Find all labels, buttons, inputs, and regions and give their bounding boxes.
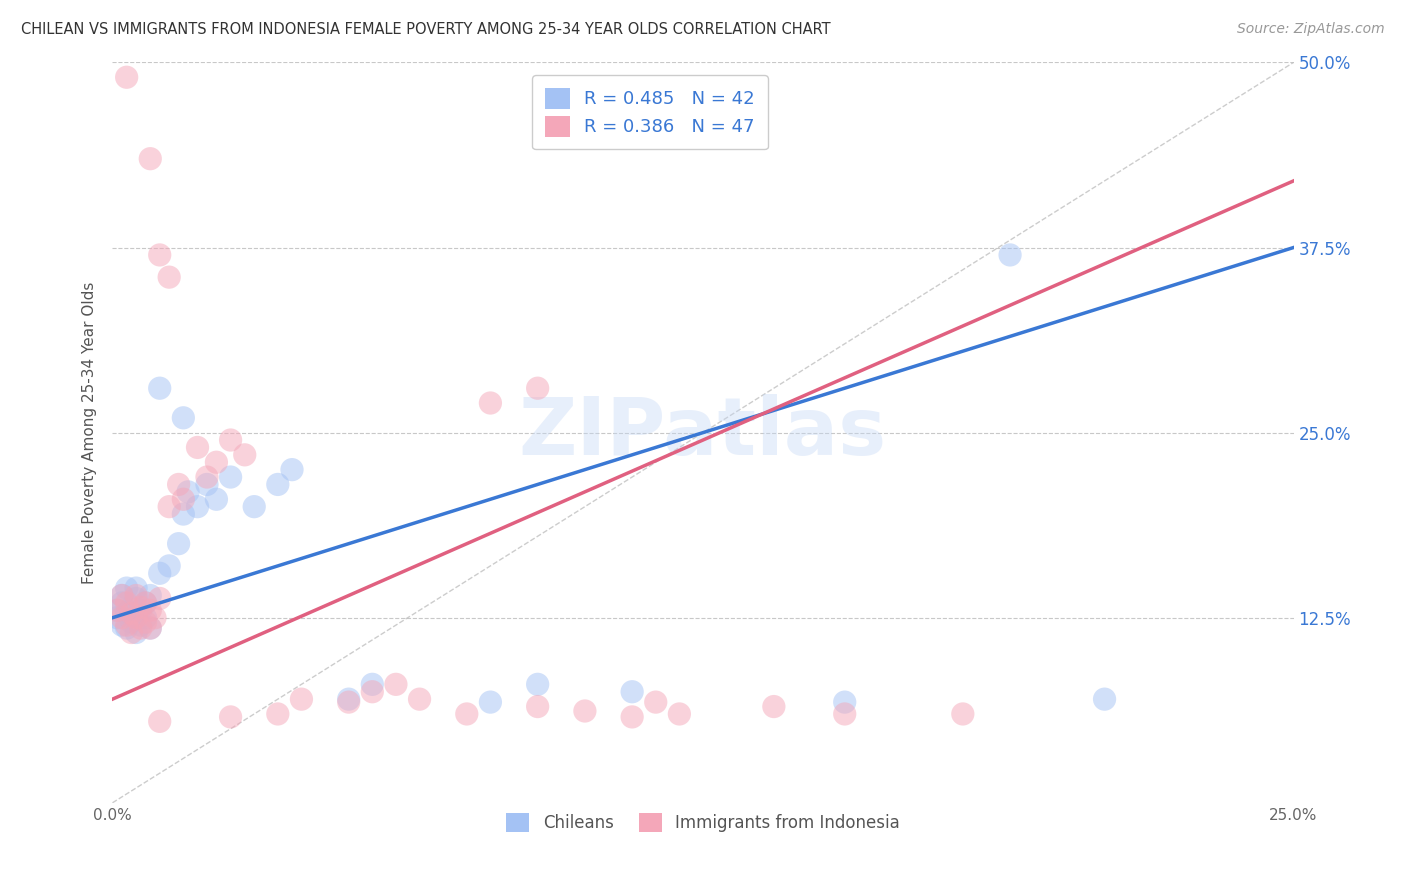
Point [139,621,162,635]
Point [125,581,148,595]
Point [111,618,134,632]
Point [479,396,502,410]
Point [135,615,157,629]
Point [219,710,242,724]
Point [125,591,148,606]
Y-axis label: Female Poverty Among 25-34 Year Olds: Female Poverty Among 25-34 Year Olds [82,282,97,583]
Point [129,618,152,632]
Point [139,152,162,166]
Point [998,248,1021,262]
Point [267,477,290,491]
Point [526,699,548,714]
Point [115,607,138,621]
Point [129,621,152,635]
Point [135,610,157,624]
Point [115,70,138,85]
Point [115,618,138,632]
Point [149,248,172,262]
Point [105,610,128,624]
Point [205,455,228,469]
Point [129,600,152,615]
Point [186,441,208,455]
Point [456,706,478,721]
Point [1094,692,1116,706]
Point [139,621,162,635]
Point [361,685,384,699]
Point [762,699,785,714]
Point [195,477,218,491]
Point [233,448,256,462]
Point [172,492,194,507]
Point [149,566,172,581]
Text: Source: ZipAtlas.com: Source: ZipAtlas.com [1237,22,1385,37]
Point [177,484,200,499]
Point [139,603,162,617]
Point [129,603,152,617]
Point [337,692,360,706]
Point [111,589,134,603]
Point [125,610,148,624]
Point [834,706,856,721]
Point [361,677,384,691]
Point [105,603,128,617]
Point [157,500,180,514]
Point [120,607,142,621]
Point [337,695,360,709]
Point [167,536,190,550]
Point [526,381,548,395]
Point [135,596,157,610]
Text: ZIPatlas: ZIPatlas [519,393,887,472]
Point [195,470,218,484]
Point [143,610,166,624]
Point [621,685,644,699]
Point [125,589,148,603]
Point [172,410,194,425]
Point [172,507,194,521]
Point [120,625,142,640]
Point [167,477,190,491]
Point [186,500,208,514]
Point [135,596,157,610]
Point [105,603,128,617]
Point [408,692,430,706]
Text: CHILEAN VS IMMIGRANTS FROM INDONESIA FEMALE POVERTY AMONG 25-34 YEAR OLDS CORREL: CHILEAN VS IMMIGRANTS FROM INDONESIA FEM… [21,22,831,37]
Point [385,677,408,691]
Point [120,615,142,629]
Point [149,591,172,606]
Point [205,492,228,507]
Point [267,706,290,721]
Point [479,695,502,709]
Point [952,706,974,721]
Point [115,596,138,610]
Point [243,500,266,514]
Point [149,381,172,395]
Point [574,704,596,718]
Point [111,596,134,610]
Point [526,677,548,691]
Point [219,470,242,484]
Point [149,714,172,729]
Point [644,695,666,709]
Point [219,433,242,447]
Point [111,589,134,603]
Point [157,270,180,285]
Point [139,589,162,603]
Point [115,581,138,595]
Point [668,706,690,721]
Point [621,710,644,724]
Point [834,695,856,709]
Legend: Chileans, Immigrants from Indonesia: Chileans, Immigrants from Indonesia [499,806,907,838]
Point [111,610,134,624]
Point [281,462,304,476]
Point [115,621,138,635]
Point [157,558,180,573]
Point [125,625,148,640]
Point [120,600,142,615]
Point [290,692,312,706]
